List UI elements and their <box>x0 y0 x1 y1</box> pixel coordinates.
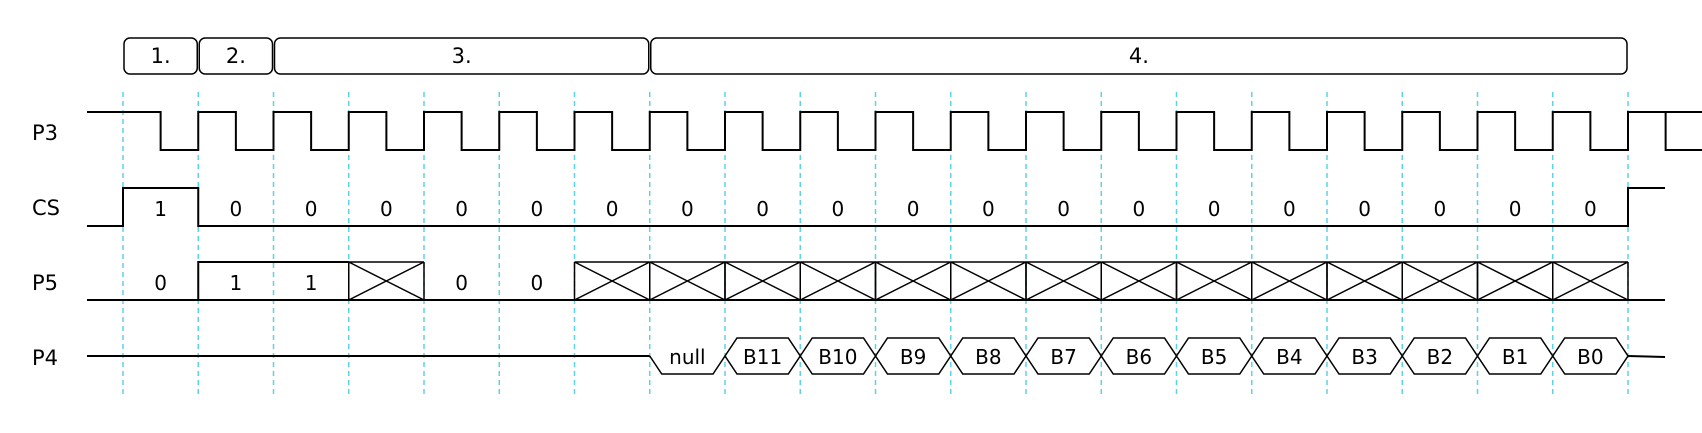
signal-name-p4: P4 <box>32 346 58 370</box>
p5-dont-care-cell <box>1552 261 1629 301</box>
p4-value: B11 <box>743 345 782 369</box>
cs-value: 0 <box>455 197 468 221</box>
cs-value: 1 <box>154 197 167 221</box>
p4-end-line <box>1627 355 1666 358</box>
p5-dont-care-cell <box>950 261 1027 301</box>
p5-high-segment <box>197 261 349 300</box>
p4-value: B9 <box>900 345 926 369</box>
p5-dont-care-cell <box>1326 261 1403 301</box>
p5-dont-care-cell <box>1025 261 1102 301</box>
p5-dont-care-cell <box>799 261 877 301</box>
cs-trace <box>87 187 1665 227</box>
p5-dont-care-cell <box>1175 261 1253 301</box>
p5-dont-care-cell <box>874 261 952 301</box>
p4-value: B10 <box>818 345 857 369</box>
p3-clock-trace <box>87 111 1702 151</box>
p5-dont-care-cell <box>573 261 651 301</box>
p4-value: B0 <box>1577 345 1603 369</box>
waveform-p5: 0 1 1 0 0 <box>87 261 1665 301</box>
p4-value: B8 <box>975 345 1001 369</box>
p4-value: B1 <box>1502 345 1528 369</box>
phase-box <box>650 37 1628 75</box>
phase-box <box>123 37 198 75</box>
cs-value: 0 <box>681 197 694 221</box>
cs-value: 0 <box>230 197 243 221</box>
p5-dont-care-cell <box>724 261 801 301</box>
phase-label: 2. <box>226 44 246 68</box>
signal-name-p5: P5 <box>32 271 58 295</box>
p5-value: 1 <box>305 271 318 295</box>
p5-value: 0 <box>455 271 468 295</box>
p4-value: null <box>669 345 705 369</box>
phase-box <box>198 37 274 75</box>
cs-value: 0 <box>1434 197 1447 221</box>
cs-value: 0 <box>1208 197 1221 221</box>
p5-dont-care-cell <box>1401 261 1479 301</box>
phase-label: 4. <box>1129 44 1149 68</box>
p4-value: B2 <box>1427 345 1453 369</box>
p5-dont-care-cell <box>1251 261 1328 301</box>
phase-bar: 1. 2. 3. 4. <box>123 37 1628 75</box>
waveform-cs: 1 0 0 0 0 0 0 0 0 0 0 0 0 0 0 0 0 0 0 0 <box>87 187 1665 227</box>
waveform-p3 <box>87 111 1702 151</box>
p5-value: 0 <box>531 271 544 295</box>
cs-value: 0 <box>305 197 318 221</box>
cs-value: 0 <box>982 197 995 221</box>
p4-value: B7 <box>1050 345 1076 369</box>
p5-dont-care-cell <box>649 261 726 301</box>
phase-box <box>273 37 650 75</box>
phase-label: 1. <box>151 44 171 68</box>
cs-value: 0 <box>1584 197 1597 221</box>
cs-value: 0 <box>832 197 845 221</box>
cs-value: 0 <box>756 197 769 221</box>
cs-value: 0 <box>1358 197 1371 221</box>
p4-value: B4 <box>1276 345 1302 369</box>
p5-dont-care-cell <box>1100 261 1178 301</box>
p5-dont-care-cell <box>348 261 425 301</box>
p4-value: B3 <box>1351 345 1377 369</box>
p4-value: B5 <box>1201 345 1227 369</box>
cs-value: 0 <box>531 197 544 221</box>
phase-label: 3. <box>452 44 472 68</box>
p5-dont-care-cell <box>1476 261 1554 301</box>
signal-name-p3: P3 <box>32 121 58 145</box>
cs-value: 0 <box>1283 197 1296 221</box>
p5-value: 0 <box>154 271 167 295</box>
cs-value: 0 <box>1509 197 1522 221</box>
cs-value: 0 <box>606 197 619 221</box>
signal-name-cs: CS <box>32 196 60 220</box>
cs-value: 0 <box>380 197 393 221</box>
p5-value: 1 <box>230 271 243 295</box>
p4-value: B6 <box>1126 345 1152 369</box>
waveform-p4: null B11 B10 B9 B8 B7 B6 B5 B4 B3 B2 B1 B0 <box>87 337 1666 375</box>
cs-value: 0 <box>1057 197 1070 221</box>
p4-data-cell <box>649 355 726 375</box>
cycle-guides <box>122 92 1629 395</box>
cs-value: 0 <box>1133 197 1146 221</box>
cs-value: 0 <box>907 197 920 221</box>
